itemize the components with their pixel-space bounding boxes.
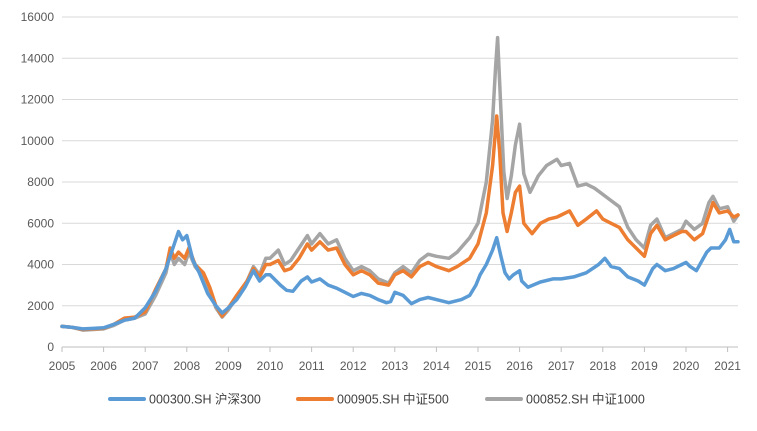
series-line-1 (60, 227, 740, 331)
axes: 0 2000 4000 6000 8000 10000 12000 14000 16000 200… (21, 10, 742, 373)
x-tick-label: 2015 (465, 359, 492, 373)
y-tick-label: 12000 (21, 93, 55, 107)
x-tick-label: 2016 (506, 359, 533, 373)
x-tick-label: 2018 (589, 359, 616, 373)
legend-entry: 000300.SH 沪深300 (149, 393, 261, 407)
x-tick-label: 2008 (173, 359, 200, 373)
series-line-3 (60, 35, 740, 332)
x-tick-label: 2021 (714, 359, 741, 373)
x-tick-label: 2010 (257, 359, 284, 373)
x-tick-label: 2014 (423, 359, 450, 373)
gridlines (62, 16, 738, 307)
x-tick-label: 2012 (340, 359, 367, 373)
x-tick-label: 2011 (299, 359, 325, 373)
x-tick-label: 2013 (381, 359, 408, 373)
x-tick-label: 2020 (673, 359, 700, 373)
y-tick-label: 10000 (21, 134, 55, 148)
y-tick-label: 0 (47, 340, 54, 354)
x-tick-label: 2017 (548, 359, 575, 373)
y-tick-label: 4000 (27, 258, 54, 272)
y-tick-label: 2000 (27, 299, 54, 313)
x-tick-label: 2006 (90, 359, 117, 373)
y-tick-label: 16000 (21, 10, 55, 24)
y-tick-label: 6000 (27, 216, 54, 230)
y-tick-label: 8000 (27, 175, 54, 189)
x-tick-label: 2019 (631, 359, 658, 373)
x-tick-label: 2005 (49, 359, 76, 373)
legend-entry: 000905.SH 中证500 (337, 392, 449, 407)
series-lines (60, 35, 740, 332)
x-tick-label: 2007 (132, 359, 159, 373)
x-tick-label: 2009 (215, 359, 242, 373)
y-tick-label: 14000 (21, 51, 55, 65)
legend: 000300.SH 沪深300 000905.SH 中证500 000852.SH … (108, 392, 645, 407)
legend-entry: 000852.SH 中证1000 (526, 392, 645, 407)
